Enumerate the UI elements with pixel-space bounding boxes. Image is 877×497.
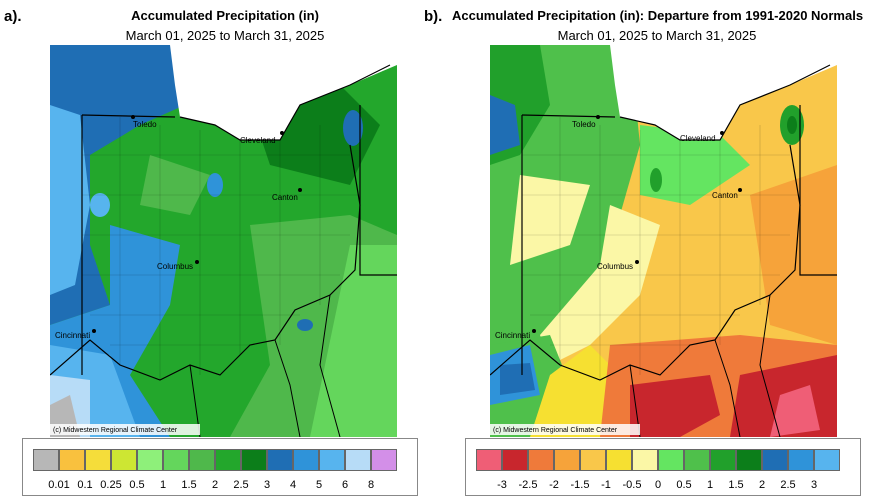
legend-tick-label: 8	[367, 479, 375, 491]
city-label-toledo: Toledo	[133, 120, 157, 129]
legend-swatch	[658, 449, 684, 471]
city-dot-icon	[298, 188, 302, 192]
legend-swatch	[814, 449, 840, 471]
city-dot-icon	[532, 329, 536, 333]
city-dot-icon	[635, 260, 639, 264]
legend-swatch	[267, 449, 293, 471]
legend-tick-label: 0	[654, 479, 662, 491]
legend-swatch	[554, 449, 580, 471]
legend-tick-label: 2.5	[780, 479, 796, 491]
panel-b-label: b).	[424, 8, 443, 25]
city-dot-icon	[92, 329, 96, 333]
panel-a-title: Accumulated Precipitation (in)	[131, 8, 319, 23]
legend-swatch	[580, 449, 606, 471]
legend-swatch	[632, 449, 658, 471]
legend-tick-label: 1	[159, 479, 167, 491]
legend-tick-label: 0.5	[676, 479, 692, 491]
legend-swatch	[215, 449, 241, 471]
legend-tick-label: -2	[549, 479, 559, 491]
legend-tick-label: 4	[289, 479, 297, 491]
city-dot-icon	[720, 131, 724, 135]
panel-a-city-markers	[92, 115, 302, 333]
legend-swatch	[736, 449, 762, 471]
city-label-columbus: Columbus	[597, 262, 633, 271]
city-label-cincinnati: Cincinnati	[55, 331, 90, 340]
panel-b-legend-swatches	[476, 449, 840, 471]
city-label-cleveland: Cleveland	[680, 134, 716, 143]
legend-tick-label: 2	[211, 479, 219, 491]
city-dot-icon	[596, 115, 600, 119]
city-label-toledo: Toledo	[572, 120, 596, 129]
panel-b-title: Accumulated Precipitation (in): Departur…	[452, 8, 864, 23]
legend-tick-label: 5	[315, 479, 323, 491]
city-label-columbus: Columbus	[157, 262, 193, 271]
legend-swatch	[371, 449, 397, 471]
legend-swatch	[241, 449, 267, 471]
legend-tick-label: 0.25	[100, 479, 122, 491]
panel-b-credit: (c) Midwestern Regional Climate Center	[493, 427, 618, 434]
panel-b-city-markers	[532, 115, 742, 333]
city-dot-icon	[131, 115, 135, 119]
panel-a-map: Toledo Cleveland Canton Columbus Cincinn…	[50, 45, 397, 437]
legend-tick-label: 3	[810, 479, 818, 491]
legend-tick-label: 2	[758, 479, 766, 491]
legend-tick-label: 2.5	[233, 479, 249, 491]
legend-tick-label: -2.5	[518, 479, 538, 491]
legend-tick-label: 0.5	[129, 479, 145, 491]
legend-swatch	[163, 449, 189, 471]
legend-swatch	[606, 449, 632, 471]
legend-swatch	[502, 449, 528, 471]
legend-tick-label: 1	[706, 479, 714, 491]
legend-swatch	[33, 449, 59, 471]
legend-swatch	[345, 449, 371, 471]
legend-tick-label: 6	[341, 479, 349, 491]
legend-swatch	[710, 449, 736, 471]
panel-a-legend: 0.01 0.1 0.25 0.5 1 1.5 2 2.5 3 4 5 6 8	[22, 438, 418, 496]
legend-tick-label: 1.5	[181, 479, 197, 491]
panel-b-map: Toledo Cleveland Canton Columbus Cincinn…	[490, 45, 837, 437]
legend-swatch	[137, 449, 163, 471]
panel-a-credit: (c) Midwestern Regional Climate Center	[53, 427, 178, 434]
legend-swatch	[476, 449, 502, 471]
legend-swatch	[189, 449, 215, 471]
panel-b-subtitle: March 01, 2025 to March 31, 2025	[557, 28, 757, 43]
legend-swatch	[528, 449, 554, 471]
legend-tick-label: -3	[497, 479, 507, 491]
legend-tick-label: 0.1	[77, 479, 93, 491]
legend-swatch	[111, 449, 137, 471]
city-dot-icon	[280, 131, 284, 135]
legend-tick-label: 1.5	[728, 479, 744, 491]
legend-swatch	[319, 449, 345, 471]
legend-swatch	[59, 449, 85, 471]
legend-tick-label: -0.5	[622, 479, 642, 491]
city-label-cincinnati: Cincinnati	[495, 331, 530, 340]
legend-swatch	[788, 449, 814, 471]
city-dot-icon	[195, 260, 199, 264]
panel-a-legend-swatches	[33, 449, 397, 471]
legend-tick-label: -1	[601, 479, 611, 491]
panel-b-legend: -3 -2.5 -2 -1.5 -1 -0.5 0 0.5 1 1.5 2 2.5 3	[465, 438, 861, 496]
legend-swatch	[762, 449, 788, 471]
legend-tick-label: 0.01	[48, 479, 70, 491]
city-label-canton: Canton	[272, 193, 298, 202]
legend-swatch	[293, 449, 319, 471]
panel-a-label: a).	[4, 8, 22, 25]
city-dot-icon	[738, 188, 742, 192]
panel-a-subtitle: March 01, 2025 to March 31, 2025	[125, 28, 325, 43]
legend-tick-label: -1.5	[570, 479, 590, 491]
city-label-cleveland: Cleveland	[240, 136, 276, 145]
legend-swatch	[684, 449, 710, 471]
city-label-canton: Canton	[712, 191, 738, 200]
legend-tick-label: 3	[263, 479, 271, 491]
legend-swatch	[85, 449, 111, 471]
